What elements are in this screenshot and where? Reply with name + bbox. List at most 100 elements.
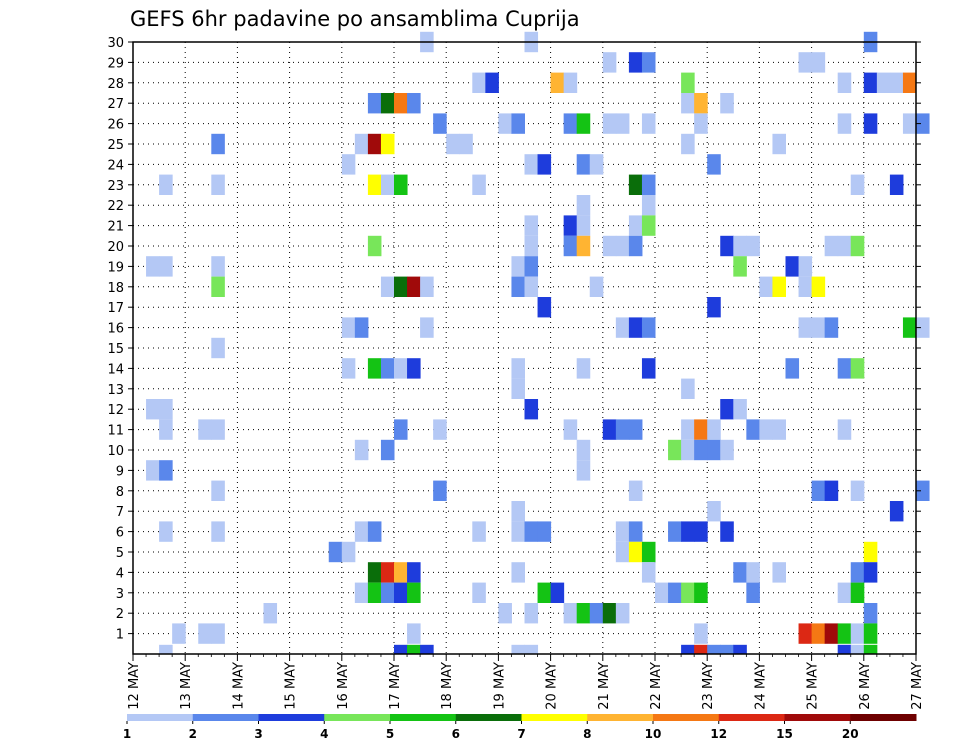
precip-cell bbox=[694, 623, 708, 644]
precip-cell bbox=[707, 154, 721, 175]
precip-cell bbox=[459, 133, 473, 155]
precip-cell bbox=[811, 480, 826, 501]
precip-cell bbox=[524, 644, 539, 654]
precip-cell bbox=[889, 501, 904, 522]
precip-cell bbox=[211, 480, 225, 501]
precip-cell bbox=[563, 603, 578, 624]
precip-cell bbox=[394, 562, 408, 583]
x-tick-label: 15 MAY bbox=[284, 662, 299, 710]
precip-cell bbox=[380, 133, 395, 155]
precip-cell bbox=[837, 358, 852, 379]
precip-cell bbox=[524, 521, 539, 542]
precip-cell bbox=[668, 582, 682, 603]
precip-cell bbox=[537, 582, 552, 603]
colorbar: 1 2 3 4 5 6 7 8 10 12 15 20 bbox=[123, 714, 917, 741]
chart-title: GEFS 6hr padavine po ansamblima Cuprija bbox=[130, 7, 580, 31]
precip-cell bbox=[889, 174, 904, 195]
precip-cell bbox=[394, 582, 408, 603]
precip-cell bbox=[681, 419, 695, 440]
colorbar-label: 5 bbox=[386, 727, 394, 741]
y-tick-label: 12 bbox=[107, 403, 124, 418]
precip-cell bbox=[576, 439, 591, 461]
precip-cell bbox=[367, 521, 382, 542]
x-tick-label: 16 MAY bbox=[336, 662, 351, 710]
precip-cell bbox=[628, 235, 643, 257]
precip-cell bbox=[837, 113, 852, 134]
precip-cell bbox=[615, 603, 630, 624]
y-tick-label: 15 bbox=[107, 342, 124, 357]
precip-cell bbox=[563, 215, 578, 236]
y-tick-label: 21 bbox=[107, 220, 124, 235]
y-tick-label: 5 bbox=[116, 546, 124, 561]
precip-cell bbox=[602, 52, 617, 73]
y-tick-label: 16 bbox=[107, 322, 124, 337]
precip-cell bbox=[694, 93, 708, 114]
precip-cell bbox=[720, 439, 734, 461]
precip-cell bbox=[811, 276, 826, 297]
precip-cell bbox=[602, 235, 617, 257]
precip-cell bbox=[733, 256, 747, 277]
precip-cell bbox=[811, 317, 826, 338]
precip-cell bbox=[159, 419, 173, 440]
precip-cell bbox=[511, 113, 525, 134]
precip-cell bbox=[367, 93, 382, 114]
precip-cell bbox=[746, 235, 760, 257]
x-tick-label: 27 MAY bbox=[910, 662, 925, 710]
x-tick-label: 19 MAY bbox=[492, 662, 507, 710]
colorbar-swatch bbox=[653, 714, 720, 721]
precip-cell bbox=[772, 133, 786, 155]
y-tick-label: 19 bbox=[107, 260, 124, 275]
precip-cell bbox=[498, 113, 512, 134]
y-tick-label: 8 bbox=[116, 485, 124, 500]
precip-cell bbox=[354, 521, 369, 542]
precip-cell bbox=[889, 72, 904, 93]
precip-cell bbox=[798, 276, 813, 297]
precip-cell bbox=[837, 582, 852, 603]
precip-cell bbox=[681, 644, 695, 654]
precip-cell bbox=[576, 603, 591, 624]
precip-cell bbox=[341, 541, 356, 563]
precip-cell bbox=[211, 419, 225, 440]
precip-cell bbox=[824, 317, 839, 338]
precip-cell bbox=[511, 378, 525, 399]
precip-cell bbox=[159, 521, 173, 542]
colorbar-label: 4 bbox=[320, 727, 328, 741]
precip-cell bbox=[850, 582, 865, 603]
colorbar-swatch bbox=[587, 714, 654, 721]
x-axis: 12 MAY 13 MAY 14 MAY 15 MAY 16 MAY 17 MAY 18 M… bbox=[127, 654, 925, 710]
precip-cell bbox=[902, 72, 917, 93]
precip-cell bbox=[433, 113, 447, 134]
precip-cell bbox=[641, 113, 656, 134]
precip-cell bbox=[916, 113, 930, 134]
y-tick-label: 11 bbox=[107, 424, 124, 439]
precip-cell bbox=[863, 72, 878, 93]
precip-cell bbox=[146, 399, 160, 420]
precip-cell bbox=[511, 276, 525, 297]
precip-cell bbox=[837, 623, 852, 644]
precip-cell bbox=[576, 460, 591, 481]
precip-cell bbox=[628, 419, 643, 440]
y-tick-label: 1 bbox=[116, 628, 124, 643]
precip-cell bbox=[720, 93, 734, 114]
precip-cell bbox=[902, 113, 917, 134]
precip-cell bbox=[824, 480, 839, 501]
precip-cell bbox=[367, 133, 382, 155]
precip-cell bbox=[916, 317, 930, 338]
colorbar-label: 3 bbox=[254, 727, 262, 741]
precip-cell bbox=[759, 276, 773, 297]
precip-cell bbox=[524, 215, 539, 236]
precip-cell bbox=[367, 235, 382, 257]
precip-cell bbox=[863, 541, 878, 563]
y-tick-label: 30 bbox=[107, 36, 124, 51]
precip-cell bbox=[576, 235, 591, 257]
precip-cell bbox=[328, 541, 343, 563]
precip-cell bbox=[863, 562, 878, 583]
x-tick-label: 26 MAY bbox=[858, 662, 873, 710]
x-tick-label: 25 MAY bbox=[806, 662, 821, 710]
precip-cell bbox=[524, 154, 539, 175]
precip-cell bbox=[420, 644, 434, 654]
precip-cell bbox=[798, 256, 813, 277]
precip-cell bbox=[916, 480, 930, 501]
precip-cell bbox=[524, 276, 539, 297]
